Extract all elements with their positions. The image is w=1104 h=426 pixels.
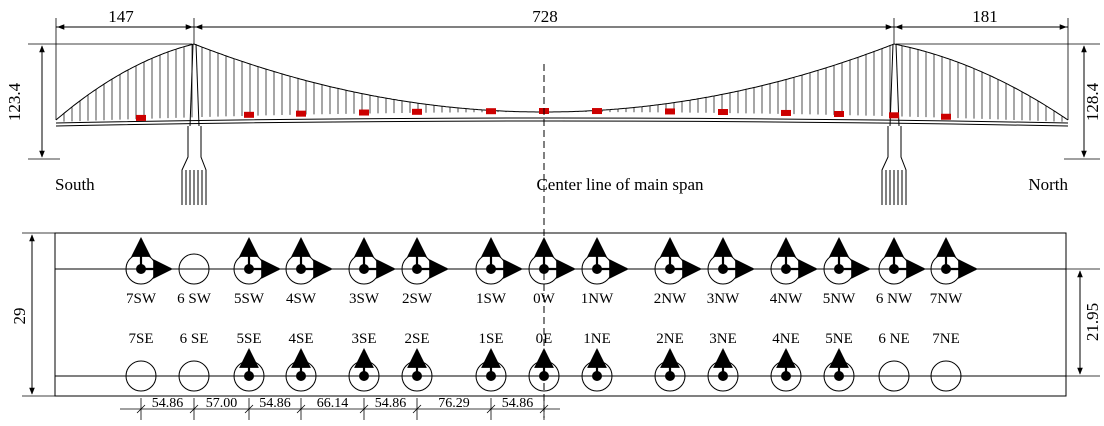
sensor-marker xyxy=(834,110,844,117)
sensor-marker xyxy=(296,110,306,117)
west-station-label: 5SW xyxy=(234,291,265,307)
height-dimension-right xyxy=(896,43,1100,160)
sensor-marker xyxy=(359,109,369,116)
spacing-label: 57.00 xyxy=(206,396,238,411)
west-station-label: 2NW xyxy=(654,291,687,307)
sensor-marker xyxy=(941,113,951,120)
south-label: South xyxy=(55,175,95,194)
west-station-label: 3NW xyxy=(707,291,740,307)
west-station-label: 0W xyxy=(533,291,556,307)
west-station-label: 4NW xyxy=(770,291,803,307)
south-side-cable xyxy=(55,43,195,121)
north-tower xyxy=(881,43,907,205)
height-dimension-left xyxy=(28,43,192,160)
center-line-label: Center line of main span xyxy=(536,175,704,194)
left-height-label: 123.4 xyxy=(5,82,24,121)
east-station-circle xyxy=(178,360,210,392)
spacing-label: 54.86 xyxy=(375,396,407,411)
sensor-marker xyxy=(665,108,675,115)
span-label-main: 728 xyxy=(532,7,558,26)
east-station-circle xyxy=(930,360,962,392)
main-cables xyxy=(55,43,1069,121)
west-station-circle xyxy=(178,253,210,285)
station-spacing-dimensions: 54.86 57.00 54.86 66.14 54.86 76.29 54.86 xyxy=(120,396,560,420)
east-station-label: 1NE xyxy=(583,331,611,347)
north-label: North xyxy=(1028,175,1068,194)
south-tower xyxy=(181,43,207,205)
span-dimension-line xyxy=(55,18,1069,120)
cable-spacing-dimension xyxy=(1066,268,1100,377)
east-station-label: 5NE xyxy=(825,331,853,347)
east-station-label: 4NE xyxy=(772,331,800,347)
east-station-circle xyxy=(878,360,910,392)
west-station-label: 6 SW xyxy=(177,291,212,307)
hangers xyxy=(63,44,1063,122)
west-station-label: 6 NW xyxy=(876,291,913,307)
plan-station-labels: 7SW 7SE 6 SW 6 SE 5SW 5SE 4SW 4SE 3SW 3SE 2SW 2SE 1S… xyxy=(126,291,963,347)
west-station-label: 2SW xyxy=(402,291,433,307)
bridge-deck xyxy=(55,117,1069,127)
spacing-label: 54.86 xyxy=(152,396,184,411)
plan-width-dimension xyxy=(22,232,55,397)
plan-outline xyxy=(54,232,1067,397)
west-station-label: 7SW xyxy=(126,291,157,307)
east-station-label: 3SE xyxy=(351,331,376,347)
east-station-label: 0E xyxy=(536,331,553,347)
west-station-label: 5NW xyxy=(823,291,856,307)
east-station-label: 7SE xyxy=(128,331,153,347)
east-station-label: 6 SE xyxy=(180,331,209,347)
spacing-label: 66.14 xyxy=(317,396,349,411)
sensor-marker xyxy=(781,109,791,116)
spacing-label: 76.29 xyxy=(438,396,470,411)
east-station-label: 1SE xyxy=(478,331,503,347)
east-station-label: 2SE xyxy=(404,331,429,347)
east-station-label: 6 NE xyxy=(878,331,909,347)
east-station-label: 2NE xyxy=(656,331,684,347)
west-station-label: 7NW xyxy=(930,291,963,307)
east-station-label: 4SE xyxy=(288,331,313,347)
west-station-label: 1NW xyxy=(581,291,614,307)
spacing-label: 54.86 xyxy=(502,396,534,411)
cable-spacing-label: 21.95 xyxy=(1083,303,1102,341)
north-side-cable xyxy=(893,43,1069,121)
east-station-label: 7NE xyxy=(932,331,960,347)
span-label-south: 147 xyxy=(108,7,134,26)
east-station-label: 3NE xyxy=(709,331,737,347)
sensor-marker xyxy=(889,112,899,119)
west-station-label: 4SW xyxy=(286,291,317,307)
sensor-marker xyxy=(592,108,602,115)
sensor-marker xyxy=(486,108,496,115)
spacing-label: 54.86 xyxy=(259,396,291,411)
right-height-label: 128.4 xyxy=(1083,82,1102,121)
west-station-label: 1SW xyxy=(476,291,507,307)
sensor-marker xyxy=(244,111,254,118)
west-station-label: 3SW xyxy=(349,291,380,307)
plan-width-label: 29 xyxy=(10,308,29,325)
east-station-label: 5SE xyxy=(236,331,261,347)
sensor-marker xyxy=(412,108,422,115)
plan-sensor-stations xyxy=(125,237,978,392)
sensor-marker xyxy=(718,109,728,116)
east-station-circle xyxy=(125,360,157,392)
span-label-north: 181 xyxy=(972,7,998,26)
sensor-marker xyxy=(136,114,146,121)
